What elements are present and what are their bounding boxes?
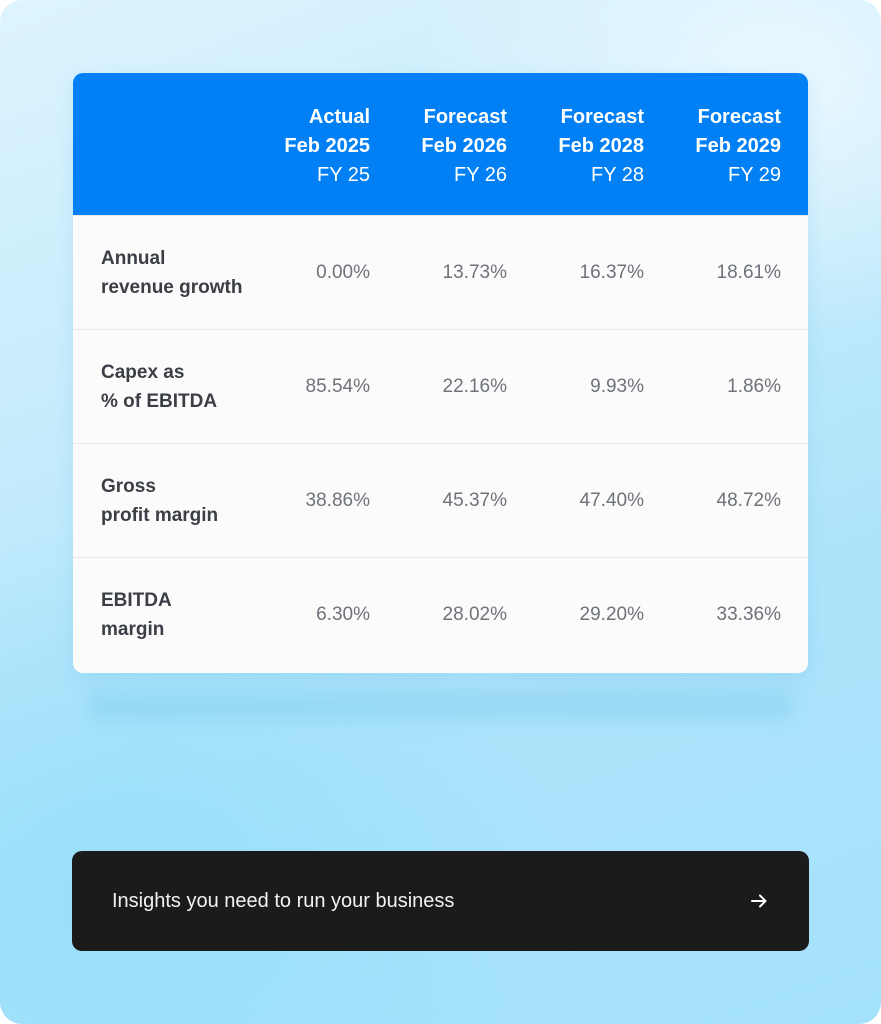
insights-cta-button[interactable]: Insights you need to run your business [72,851,809,951]
row-label: Annual revenue growth [73,244,243,302]
table-cell: 18.61% [716,261,781,283]
metrics-table-card: Actual Feb 2025 FY 25 Forecast Feb 2026 … [73,73,808,673]
column-type: Forecast [560,106,644,128]
table-cell: 22.16% [442,375,507,397]
table-row-revenue-growth: Annual revenue growth 0.00% 13.73% 16.37… [73,215,808,329]
row-label-line1: Capex as [101,361,185,383]
column-header-fy28: Forecast Feb 2028 FY 28 [509,103,646,215]
column-fiscal-year: FY 25 [317,164,370,186]
row-label-line2: profit margin [101,504,219,526]
table-cell: 13.73% [442,261,507,283]
header-label-spacer [73,103,235,215]
column-period: Feb 2025 [284,135,370,157]
table-cell: 1.86% [727,375,781,397]
table-cell: 6.30% [316,603,370,625]
column-fiscal-year: FY 28 [591,164,644,186]
column-type: Forecast [423,106,507,128]
table-cell: 48.72% [716,489,781,511]
table-row-ebitda-margin: EBITDA margin 6.30% 28.02% 29.20% 33.36% [73,557,808,671]
column-header-fy26: Forecast Feb 2026 FY 26 [372,103,509,215]
row-label-line1: Annual [101,247,166,269]
column-fiscal-year: FY 26 [454,164,507,186]
table-cell: 33.36% [716,603,781,625]
column-header-fy25: Actual Feb 2025 FY 25 [235,103,372,215]
table-cell: 16.37% [579,261,644,283]
table-row-gross-margin: Gross profit margin 38.86% 45.37% 47.40%… [73,443,808,557]
table-cell: 9.93% [590,375,644,397]
column-header-fy29: Forecast Feb 2029 FY 29 [646,103,783,215]
row-label-line2: % of EBITDA [101,390,218,412]
row-label-line2: margin [101,618,165,640]
column-type: Forecast [697,106,781,128]
row-label: Capex as % of EBITDA [73,358,235,416]
column-period: Feb 2026 [421,135,507,157]
table-header: Actual Feb 2025 FY 25 Forecast Feb 2026 … [73,73,808,215]
table-cell: 45.37% [442,489,507,511]
table-row-capex: Capex as % of EBITDA 85.54% 22.16% 9.93%… [73,329,808,443]
table-cell: 47.40% [579,489,644,511]
column-fiscal-year: FY 29 [728,164,781,186]
table-cell: 0.00% [316,261,370,283]
row-label: Gross profit margin [73,472,235,530]
card-shadow [88,690,794,720]
row-label-line1: Gross [101,475,156,497]
column-type: Actual [308,106,370,128]
row-label-line1: EBITDA [101,589,172,611]
column-period: Feb 2029 [695,135,781,157]
row-label-line2: revenue growth [101,276,243,298]
table-cell: 85.54% [305,375,370,397]
table-cell: 38.86% [305,489,370,511]
column-period: Feb 2028 [558,135,644,157]
arrow-right-icon [749,891,769,911]
table-cell: 29.20% [579,603,644,625]
row-label: EBITDA margin [73,586,235,644]
table-cell: 28.02% [442,603,507,625]
cta-label: Insights you need to run your business [112,889,455,912]
